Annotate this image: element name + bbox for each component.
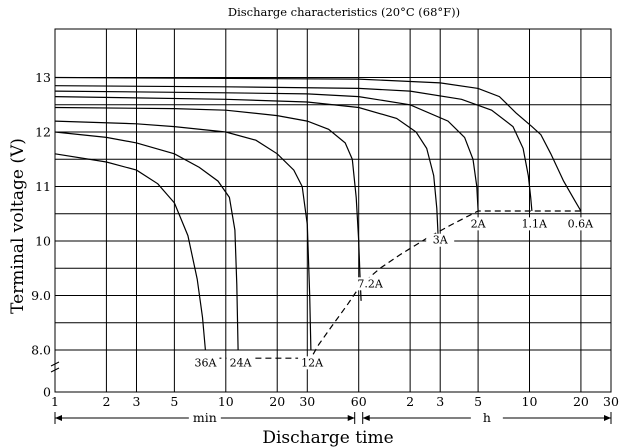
x-tick-label: 20 xyxy=(573,394,589,409)
unit-range-arrow xyxy=(347,415,355,421)
curve-1.1A xyxy=(54,85,533,212)
curve-label-bg xyxy=(298,356,327,370)
axis-break xyxy=(50,367,60,373)
x-tick-label: 5 xyxy=(170,394,178,409)
unit-range-arrow xyxy=(362,415,370,421)
y-tick-label: 8.0 xyxy=(31,343,51,358)
curve-label-bg xyxy=(520,217,549,231)
unit-ranges: min h xyxy=(54,410,612,425)
unit-range-label: h xyxy=(483,410,491,425)
curve-3A xyxy=(54,96,439,236)
curve-0.6A xyxy=(54,76,582,212)
y-tick-label: 11 xyxy=(35,179,51,194)
x-tick-label: 60 xyxy=(351,394,367,409)
x-tick-label: 2 xyxy=(102,394,110,409)
cutoff-line xyxy=(205,210,581,359)
x-tick-label: 20 xyxy=(269,394,285,409)
curve-label: 3A xyxy=(433,234,449,247)
curve-label: 1.1A xyxy=(522,217,548,230)
y-axis-label: Terminal voltage (V) xyxy=(8,138,28,314)
x-axis-label: Discharge time xyxy=(262,428,393,448)
x-tick-label: 30 xyxy=(299,394,315,409)
curve-12A xyxy=(54,120,312,351)
x-tick-label: 10 xyxy=(522,394,538,409)
curve-label-bg xyxy=(226,356,255,370)
curve-label: 36A xyxy=(194,356,217,369)
y-tick-label: 13 xyxy=(35,70,51,85)
curve-24A xyxy=(54,131,239,351)
curve-7.2A xyxy=(54,106,362,301)
y-tick-label: 9.0 xyxy=(31,288,51,303)
curve-label-bg xyxy=(464,217,493,231)
x-tick-label: 30 xyxy=(603,394,619,409)
unit-range-label: min xyxy=(193,410,217,425)
x-tick-label: 3 xyxy=(436,394,444,409)
y-axis-ticks: 0 8.0 9.0 10 11 12 13 xyxy=(31,70,51,400)
curve-label: 12A xyxy=(301,356,324,369)
curve-label-bg xyxy=(426,233,455,247)
curve-label-bg xyxy=(191,356,220,370)
curve-label-bg xyxy=(356,277,385,291)
curve-2A xyxy=(54,90,479,212)
axis-break xyxy=(50,361,60,367)
curve-36A xyxy=(54,153,206,351)
x-tick-label: 3 xyxy=(133,394,141,409)
x-tick-label: 2 xyxy=(406,394,414,409)
curves xyxy=(54,76,582,351)
x-tick-label: 10 xyxy=(218,394,234,409)
unit-range-arrow xyxy=(55,415,62,421)
unit-range-arrow xyxy=(604,415,611,421)
y-tick-label: 12 xyxy=(35,125,51,140)
curve-labels: 36A 24A 12A 7.2A 3A 2A 1.1A 0.6A xyxy=(191,217,595,370)
curve-label-bg xyxy=(566,217,595,231)
x-axis-ticks: 1 2 3 5 10 20 30 60 2 3 5 10 20 30 xyxy=(51,394,619,409)
curve-label: 0.6A xyxy=(568,217,594,230)
x-tick-label: 1 xyxy=(51,394,59,409)
curve-label: 24A xyxy=(230,356,253,369)
y-tick-label: 0 xyxy=(43,385,51,400)
x-tick-label: 5 xyxy=(474,394,482,409)
curve-label: 7.2A xyxy=(357,277,383,290)
y-tick-label: 10 xyxy=(35,234,51,249)
chart-title: Discharge characteristics (20°C (68°F)) xyxy=(228,5,460,19)
curve-label: 2A xyxy=(471,217,487,230)
